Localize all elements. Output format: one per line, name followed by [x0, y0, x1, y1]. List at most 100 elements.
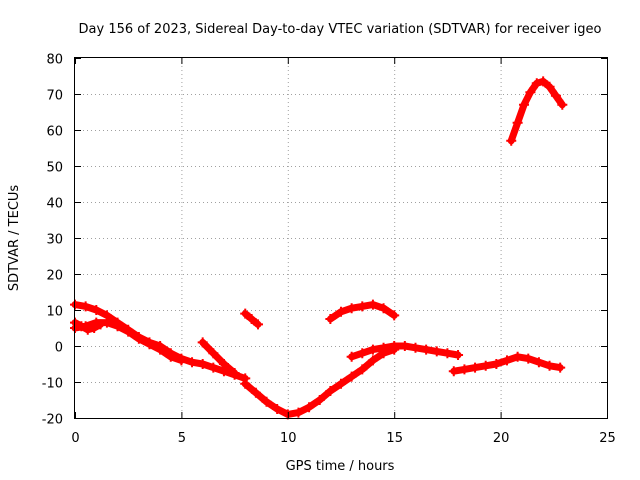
data-point — [346, 351, 357, 362]
y-axis-label: SDTVAR / TECUs — [7, 185, 22, 292]
series-arc-c — [70, 317, 106, 335]
x-tick-label: 5 — [178, 431, 186, 446]
data-point — [346, 303, 357, 314]
series-line — [199, 338, 239, 377]
data-point — [253, 319, 264, 330]
data-point — [133, 333, 144, 344]
data-point — [512, 351, 523, 362]
data-point — [76, 321, 87, 332]
data-point — [357, 301, 368, 312]
tick-layer: 0 5 10 15 20 25 -20 -10 0 10 20 30 40 50 60 70 80 — [42, 53, 616, 447]
data-point — [410, 342, 421, 353]
y-tick-label: 0 — [55, 341, 63, 356]
data-point — [197, 337, 208, 348]
x-tick-label: 0 — [71, 431, 79, 446]
data-point — [378, 342, 389, 353]
data-point — [431, 346, 442, 357]
data-point — [470, 362, 481, 373]
data-point — [101, 317, 112, 328]
data-point — [246, 314, 257, 324]
data-point — [501, 355, 512, 366]
data-point — [555, 362, 566, 373]
x-tick-label: 25 — [599, 431, 616, 446]
data-point — [531, 78, 542, 89]
data-point — [399, 341, 410, 351]
series-arc-b — [70, 317, 187, 366]
data-point — [357, 348, 368, 359]
data-point — [557, 99, 568, 110]
y-tick-label: 10 — [46, 305, 63, 320]
data-point — [197, 359, 208, 369]
data-point — [506, 135, 517, 146]
series-arc-i — [448, 351, 566, 377]
data-point — [544, 360, 555, 371]
y-tick-label: 40 — [46, 197, 63, 212]
y-tick-label: 80 — [46, 53, 63, 68]
data-point — [304, 402, 315, 413]
data-point — [378, 303, 389, 314]
y-tick-label: 60 — [46, 125, 63, 140]
data-point — [533, 357, 544, 368]
data-point — [389, 310, 400, 321]
data-point — [165, 351, 176, 362]
data-point — [336, 378, 346, 389]
data-point — [89, 323, 100, 333]
chart-title: Day 156 of 2023, Sidereal Day-to-day VTE… — [79, 22, 602, 37]
y-tick-label: 20 — [46, 269, 63, 284]
grid-layer — [75, 58, 607, 418]
data-point — [240, 378, 251, 389]
data-point — [91, 305, 102, 315]
data-layer — [70, 76, 568, 420]
y-tick-label: 30 — [46, 233, 63, 248]
data-point — [208, 348, 219, 359]
series-arc-h — [346, 341, 464, 362]
data-point — [523, 353, 534, 364]
x-tick-label: 15 — [386, 431, 403, 446]
data-point — [389, 341, 400, 351]
data-point — [144, 339, 155, 350]
data-point — [336, 306, 346, 317]
data-point — [112, 321, 123, 332]
data-point — [512, 117, 523, 128]
data-point — [550, 90, 561, 101]
series-arc-a — [70, 299, 251, 384]
data-point — [176, 355, 187, 366]
data-point — [442, 348, 453, 359]
data-point — [208, 362, 219, 373]
plot-frame — [74, 57, 608, 419]
data-point — [95, 319, 106, 330]
data-point — [261, 396, 272, 407]
data-point — [123, 326, 134, 337]
data-point — [459, 364, 470, 375]
y-tick-label: 70 — [46, 89, 63, 104]
y-tick-label: 50 — [46, 161, 63, 176]
data-point — [448, 366, 459, 377]
data-point — [272, 404, 283, 414]
data-point — [80, 301, 91, 312]
y-tick-label: -20 — [42, 413, 63, 428]
data-point — [218, 359, 229, 369]
series-arc-d — [197, 337, 240, 378]
data-point — [187, 357, 198, 368]
data-point — [155, 344, 166, 355]
data-point — [525, 87, 536, 98]
data-point — [538, 76, 549, 87]
y-tick-label: -10 — [42, 377, 63, 392]
series-arc-j — [506, 76, 568, 146]
data-point — [421, 344, 432, 355]
data-point — [367, 355, 378, 366]
data-point — [314, 395, 325, 405]
data-point — [325, 314, 336, 324]
data-point — [519, 99, 530, 110]
data-point — [240, 308, 251, 319]
data-point — [346, 371, 357, 382]
data-point — [544, 81, 555, 92]
x-tick-label: 20 — [493, 431, 510, 446]
data-point — [229, 368, 240, 378]
data-point — [325, 386, 336, 396]
data-point — [480, 360, 491, 371]
x-axis-label: GPS time / hours — [286, 459, 395, 474]
data-point — [491, 359, 502, 369]
